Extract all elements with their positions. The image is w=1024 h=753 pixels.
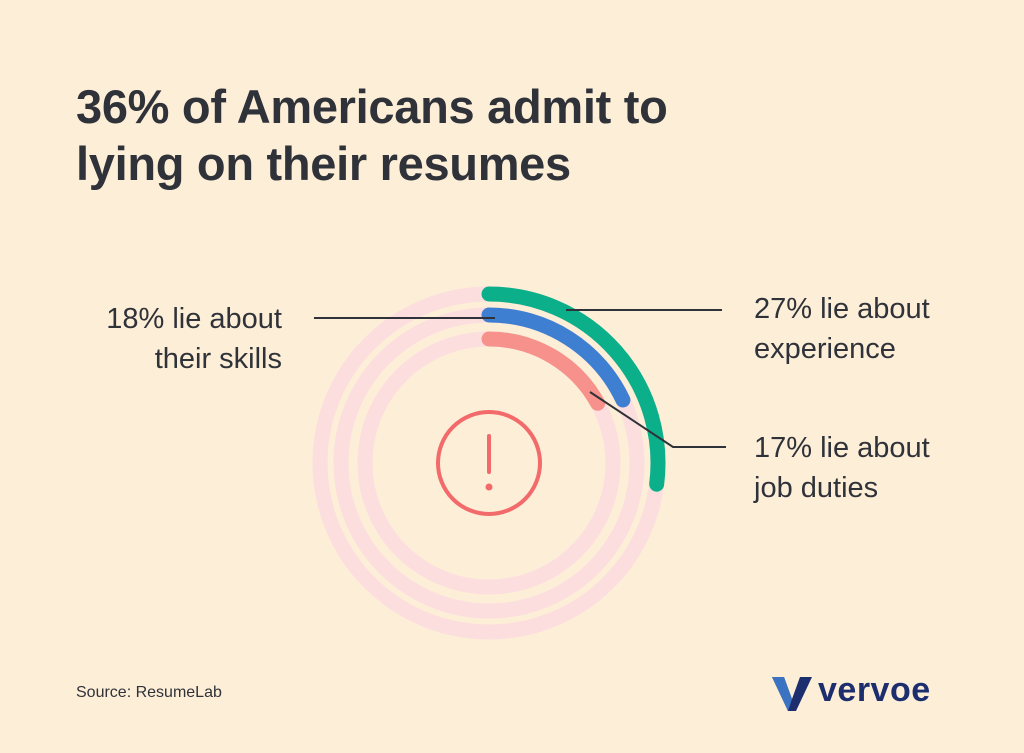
- series-label-line: 17% lie about: [754, 432, 930, 464]
- arc-bar-skills: [481, 307, 631, 408]
- chart-title: 36% of Americans admit to lying on their…: [76, 78, 836, 192]
- series-label-line: 27% lie about: [754, 293, 930, 325]
- chart-arcs: [481, 286, 666, 492]
- series-label-line: 18% lie about: [106, 303, 282, 335]
- title-line-1: 36% of Americans admit to: [76, 80, 668, 133]
- series-label-experience: 27% lie about experience: [754, 289, 930, 369]
- title-line-2: lying on their resumes: [76, 137, 571, 190]
- series-label-line: their skills: [154, 343, 282, 375]
- series-label-line: job duties: [754, 472, 879, 504]
- series-label-skills: 18% lie about their skills: [106, 299, 282, 379]
- leader-line-job-duties: [589, 391, 726, 448]
- brand-name: vervoe: [818, 671, 931, 709]
- source-note: Source: ResumeLab: [76, 684, 222, 701]
- series-label-job-duties: 17% lie about job duties: [754, 428, 930, 508]
- arc-bar-job-duties: [481, 331, 606, 411]
- exclamation-circle-icon: [436, 410, 542, 516]
- chart-leader-lines: [314, 309, 726, 448]
- vervoe-v-icon: [772, 677, 812, 711]
- arc-bar-experience: [481, 286, 666, 492]
- series-label-line: experience: [754, 333, 896, 365]
- vervoe-logo: vervoe: [770, 671, 960, 715]
